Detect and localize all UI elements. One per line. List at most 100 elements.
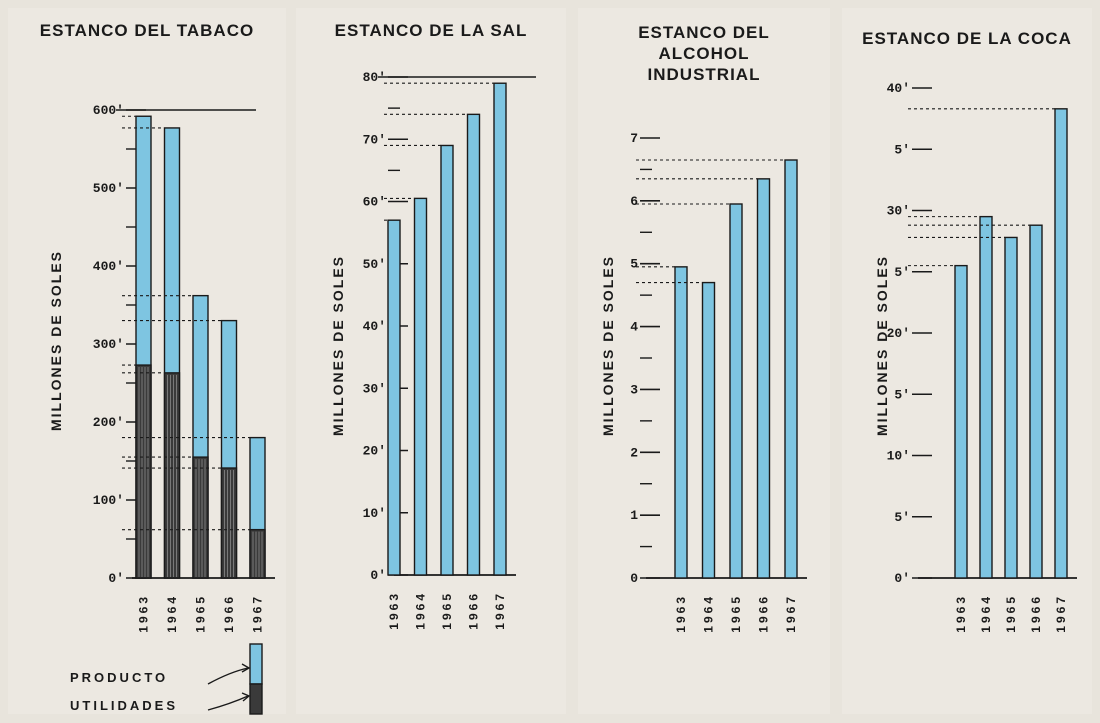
y-tick-label: 60' — [363, 195, 386, 210]
y-axis: 0' 10' 20' 30' 40' 50' 60' 70' 80' — [363, 70, 408, 583]
panel-sal: ESTANCO DE LA SAL MILLONES DE SOLES 0' 10… — [296, 8, 566, 714]
y-tick-label: 5' — [894, 142, 910, 157]
y-tick-label: 7 — [630, 131, 638, 146]
y-tick-label: 0 — [630, 571, 638, 586]
legend-label-product: PRODUCTO — [70, 670, 169, 685]
bar-product — [493, 82, 507, 576]
y-tick-label: 0' — [108, 571, 124, 586]
y-tick-label: 70' — [363, 132, 386, 147]
y-tick-label: 3 — [630, 382, 638, 397]
bar-product — [1004, 236, 1018, 579]
x-tick-label: 1963 — [954, 594, 968, 633]
x-tick-label: 1965 — [1004, 594, 1018, 633]
chart-tabaco: 0'100'200'300'400'500'600'1963 1964 1965 19… — [93, 103, 275, 715]
legend-arrow — [207, 695, 249, 711]
chart-sal: 0' 10' 20' 30' 40' 50' 60' 70' 80' 1963 1964 1965 19… — [363, 70, 536, 630]
bar-product — [784, 159, 798, 579]
bar-product — [954, 264, 968, 579]
y-ticks: 0' 10' 20' 30' 40' 50' 60' 70' 80' — [363, 70, 408, 583]
panel-coca: ESTANCO DE LA COCA MILLONES DE SOLES 0' 5… — [842, 8, 1092, 714]
chart-title: ESTANCO DEL TABACO — [39, 21, 255, 40]
y-tick-label: 5' — [894, 387, 910, 402]
y-ticks: 0 1 2 3 4 5 6 7 — [630, 131, 660, 586]
y-tick-label: 100' — [93, 493, 124, 508]
y-tick-label: 5' — [894, 510, 910, 525]
panel-tabaco: ESTANCO DEL TABACO MILLONES DE SOLES 0' 1… — [8, 8, 286, 715]
y-tick-label: 20' — [363, 444, 386, 459]
bar-utilities — [220, 467, 238, 579]
bars: 1963 1964 1965 1966 1967 — [908, 108, 1068, 633]
bar-utilities — [163, 372, 181, 579]
chart-title: ESTANCO DEL ALCOHOL INDUSTRIAL — [638, 23, 770, 84]
y-tick-label: 300' — [93, 337, 124, 352]
y-tick-label: 30' — [887, 204, 910, 219]
chart-coca: 0'5'10'5'20'5'30'5'40'1963 1964 1965 1966 19… — [887, 81, 1077, 633]
x-tick-label: 1966 — [222, 594, 236, 633]
bar-product — [701, 281, 716, 579]
y-tick-label: 200' — [93, 415, 124, 430]
legend-label-utilities: UTILIDADES — [70, 698, 178, 713]
bars: 1963 1964 1965 1966 1967 — [636, 159, 798, 633]
x-tick-label: 1964 — [414, 591, 428, 630]
y-tick-label: 20' — [887, 326, 910, 341]
bar-product — [413, 197, 428, 576]
bar-product — [979, 215, 993, 579]
bar-product — [1029, 224, 1043, 579]
legend-arrow — [207, 667, 249, 685]
x-tick-label: 1964 — [165, 594, 179, 633]
x-tick-label: 1964 — [702, 594, 716, 633]
panel-alcohol: ESTANCO DEL ALCOHOL INDUSTRIAL MILLONES … — [578, 8, 830, 714]
y-tick-label: 0' — [894, 571, 910, 586]
bar-utilities — [135, 364, 152, 579]
y-tick-label: 4 — [630, 320, 638, 335]
y-tick-label: 40' — [363, 319, 386, 334]
y-tick-label: 80' — [363, 70, 386, 85]
legend — [207, 643, 263, 715]
y-tick-label: 5 — [630, 257, 638, 272]
x-tick-label: 1967 — [251, 594, 265, 633]
y-tick-label: 0' — [370, 568, 386, 583]
x-tick-label: 1966 — [1029, 594, 1043, 633]
bar-utilities — [249, 528, 266, 579]
bar-product — [756, 178, 771, 579]
y-tick-label: 30' — [363, 381, 386, 396]
x-tick-label: 1966 — [757, 594, 771, 633]
y-axis: 0' 5' 10' 5' 20' 5' 30' 5' 40' — [887, 81, 932, 586]
y-tick-label: 600' — [93, 103, 124, 118]
y-tick-label: 10' — [363, 506, 386, 521]
y-tick-label: 6 — [630, 194, 638, 209]
x-tick-label: 1963 — [387, 591, 401, 630]
x-tick-label: 1965 — [194, 594, 208, 633]
legend-swatch-product — [249, 643, 263, 685]
y-tick-label: 400' — [93, 259, 124, 274]
x-tick-label: 1966 — [467, 591, 481, 630]
y-ticks: 0' 5' 10' 5' 20' 5' 30' 5' 40' — [887, 81, 932, 586]
x-tick-label: 1965 — [440, 591, 454, 630]
y-tick-label: 5' — [894, 265, 910, 280]
legend-swatch-utilities — [249, 683, 263, 715]
bar-utilities — [192, 456, 209, 579]
chart-alcohol: 0 1 2 3 4 5 6 7 1963 1964 1965 1966 1967 — [630, 131, 807, 633]
x-tick-label: 1965 — [729, 594, 743, 633]
legend-arrowhead — [241, 692, 251, 702]
x-tick-label: 1963 — [137, 594, 151, 633]
bars: 1963 1964 1965 1966 1967 — [384, 82, 507, 630]
chart-title: ESTANCO DE LA COCA — [862, 29, 1072, 48]
bar-product — [440, 144, 454, 576]
y-tick-label: 50' — [363, 257, 386, 272]
y-tick-label: 10' — [887, 449, 910, 464]
bar-product — [729, 203, 743, 579]
y-tick-label: 500' — [93, 181, 124, 196]
x-tick-label: 1967 — [784, 594, 798, 633]
bar-product — [387, 219, 401, 576]
bar-product — [466, 113, 481, 576]
y-tick-label: 1 — [630, 508, 638, 523]
x-tick-label: 1963 — [674, 594, 688, 633]
y-tick-label: 40' — [887, 81, 910, 96]
bars: 1963 1964 1965 1966 1967 — [122, 115, 266, 633]
bar-product — [1054, 108, 1068, 579]
chart-title: ESTANCO DE LA SAL — [334, 21, 528, 40]
x-tick-label: 1967 — [1054, 594, 1068, 633]
x-tick-label: 1964 — [979, 594, 993, 633]
legend-arrowhead — [241, 663, 251, 673]
